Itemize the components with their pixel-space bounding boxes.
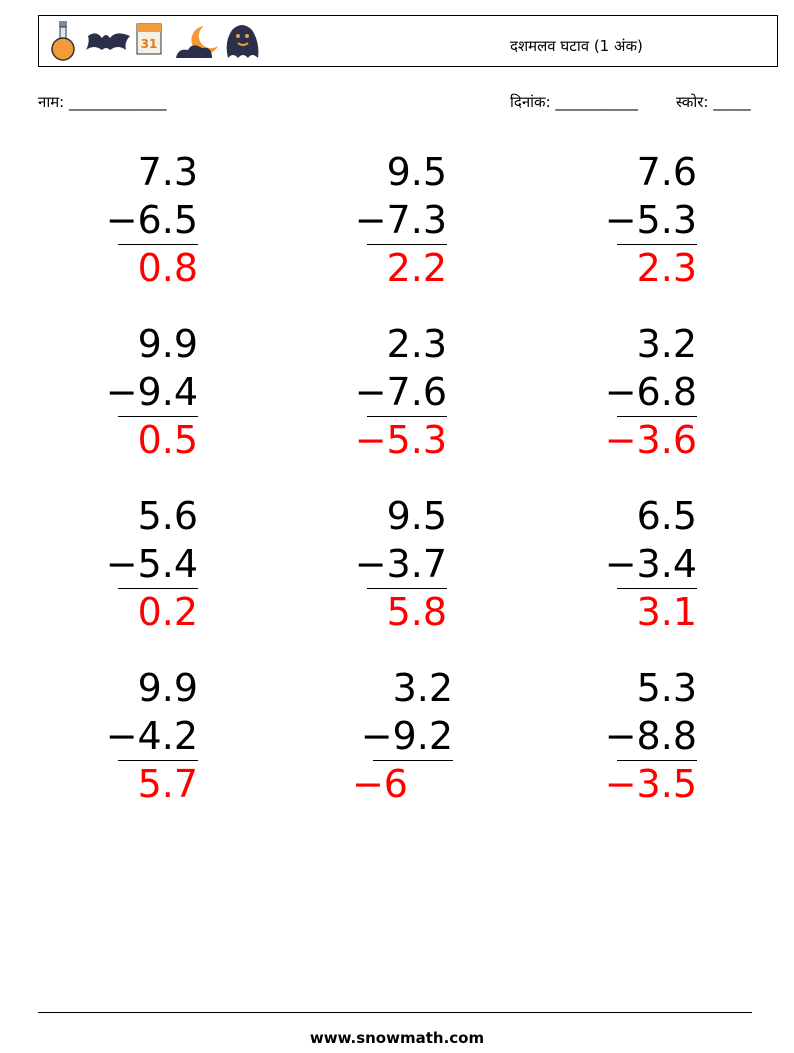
minuend: 5.6 [137,494,198,538]
svg-text:31: 31 [141,37,158,51]
answer: 5.8 [386,590,447,634]
minuend: 7.3 [137,150,198,194]
answer-line [617,588,697,589]
answer: −3.5 [604,762,697,806]
date-label: दिनांक: ___________ [510,93,638,111]
answer: 3.1 [636,590,697,634]
minuend: 6.5 [636,494,697,538]
name-label: नाम: _____________ [38,93,167,111]
answer-line [373,760,453,761]
subtrahend: −8.8 [604,714,697,758]
subtrahend: −3.7 [354,542,447,586]
answer-line [118,244,198,245]
worksheet-title: दशमलव घटाव (1 अंक) [510,37,643,55]
answer-line [118,416,198,417]
answer-line [118,760,198,761]
minuend: 9.5 [386,150,447,194]
subtrahend: −9.4 [105,370,198,414]
potion-icon [51,21,75,61]
answer-line [367,588,447,589]
subtrahend: −9.2 [360,714,453,758]
answer-line [617,760,697,761]
answer-line [617,416,697,417]
subtrahend: −7.6 [354,370,447,414]
subtrahend: −4.2 [105,714,198,758]
subtrahend: −3.4 [604,542,697,586]
answer: −5.3 [354,418,447,462]
bat-icon [86,33,130,50]
answer: 2.3 [636,246,697,290]
answer-line [367,416,447,417]
minuend: 9.5 [386,494,447,538]
subtrahend: −5.4 [105,542,198,586]
subtrahend: −5.3 [604,198,697,242]
header-box [38,15,778,67]
moon-cloud-icon [176,26,218,58]
minuend: 2.3 [386,322,447,366]
score-label: स्कोर: _____ [676,93,751,111]
answer-line [118,588,198,589]
answer: 5.7 [137,762,198,806]
answer-line [367,244,447,245]
minuend: 5.3 [636,666,697,710]
answer: 0.5 [137,418,198,462]
minuend: 3.2 [392,666,453,710]
subtrahend: −6.8 [604,370,697,414]
minuend: 3.2 [636,322,697,366]
minuend: 7.6 [636,150,697,194]
ghost-icon [226,25,259,58]
footer-website: www.snowmath.com [309,1029,485,1047]
calendar-icon: 31 [136,23,162,55]
minuend: 9.9 [137,322,198,366]
footer-line [38,1012,752,1013]
answer: −3.6 [604,418,697,462]
header-icons: 31 [51,21,259,61]
answer-line [617,244,697,245]
answer: 2.2 [386,246,447,290]
answer: −6 [351,762,408,806]
subtrahend: −7.3 [354,198,447,242]
subtrahend: −6.5 [105,198,198,242]
answer: 0.8 [137,246,198,290]
answer: 0.2 [137,590,198,634]
minuend: 9.9 [137,666,198,710]
